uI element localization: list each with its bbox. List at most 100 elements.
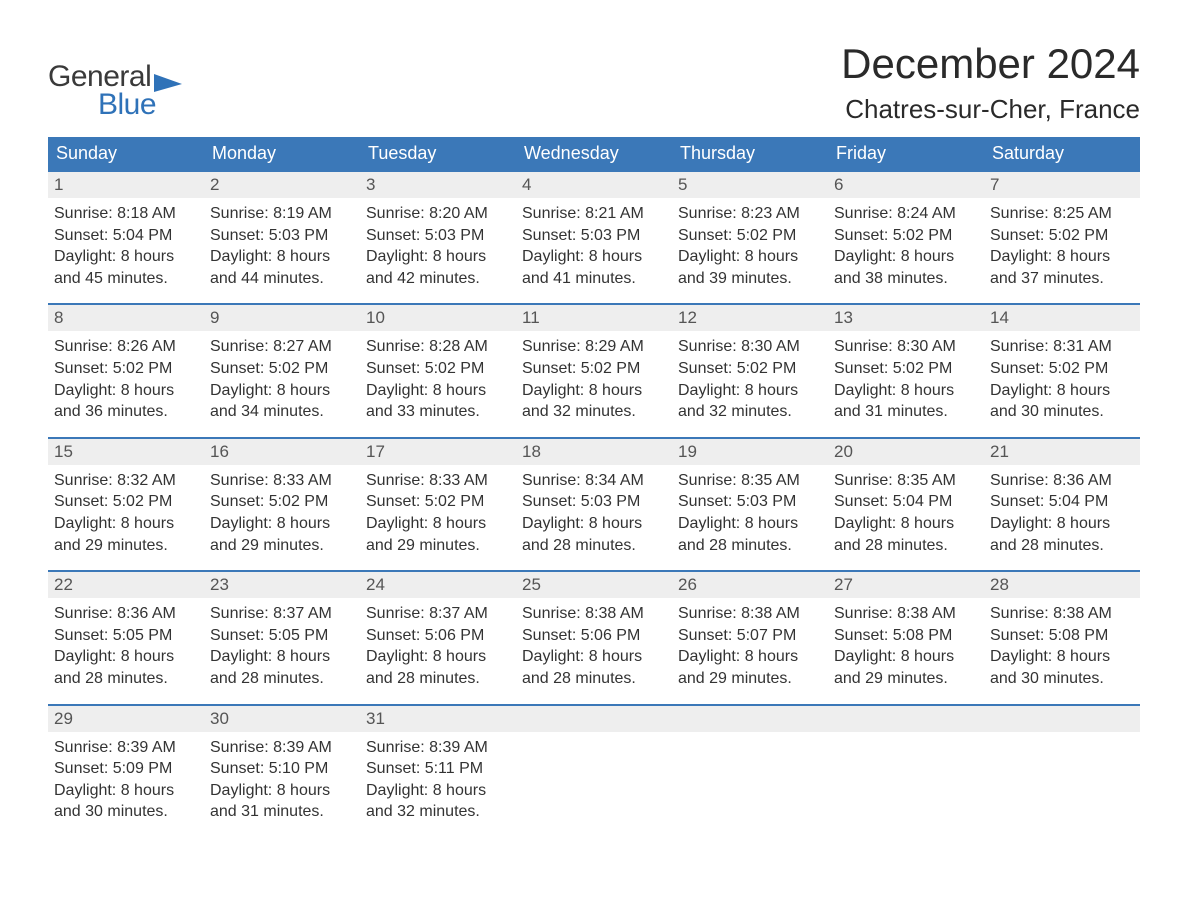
day-details: Sunrise: 8:30 AMSunset: 5:02 PMDaylight:… (828, 331, 984, 422)
day-number: 13 (828, 305, 984, 331)
daylight-line-2: and 36 minutes. (54, 401, 198, 423)
day-number: 19 (672, 439, 828, 465)
daylight-line-2: and 31 minutes. (210, 801, 354, 823)
day-details: Sunrise: 8:32 AMSunset: 5:02 PMDaylight:… (48, 465, 204, 556)
sunset-line: Sunset: 5:08 PM (834, 625, 978, 647)
daylight-line-1: Daylight: 8 hours (366, 780, 510, 802)
daylight-line-2: and 30 minutes. (990, 401, 1134, 423)
daylight-line-2: and 32 minutes. (678, 401, 822, 423)
daylight-line-2: and 37 minutes. (990, 268, 1134, 290)
daylight-line-1: Daylight: 8 hours (834, 380, 978, 402)
day-cell: 7Sunrise: 8:25 AMSunset: 5:02 PMDaylight… (984, 172, 1140, 303)
week-row: 15Sunrise: 8:32 AMSunset: 5:02 PMDayligh… (48, 437, 1140, 570)
day-cell: 13Sunrise: 8:30 AMSunset: 5:02 PMDayligh… (828, 305, 984, 436)
daylight-line-1: Daylight: 8 hours (210, 646, 354, 668)
day-number: 24 (360, 572, 516, 598)
day-number: 5 (672, 172, 828, 198)
sunset-line: Sunset: 5:04 PM (54, 225, 198, 247)
week-row: 8Sunrise: 8:26 AMSunset: 5:02 PMDaylight… (48, 303, 1140, 436)
daylight-line-1: Daylight: 8 hours (834, 646, 978, 668)
day-details: Sunrise: 8:39 AMSunset: 5:09 PMDaylight:… (48, 732, 204, 823)
daylight-line-2: and 28 minutes. (834, 535, 978, 557)
daylight-line-1: Daylight: 8 hours (366, 646, 510, 668)
sunrise-line: Sunrise: 8:30 AM (834, 336, 978, 358)
daylight-line-2: and 29 minutes. (678, 668, 822, 690)
day-number: 12 (672, 305, 828, 331)
sunset-line: Sunset: 5:05 PM (210, 625, 354, 647)
sunset-line: Sunset: 5:02 PM (210, 358, 354, 380)
day-details: Sunrise: 8:18 AMSunset: 5:04 PMDaylight:… (48, 198, 204, 289)
location-subtitle: Chatres-sur-Cher, France (841, 94, 1140, 125)
sunrise-line: Sunrise: 8:28 AM (366, 336, 510, 358)
daylight-line-2: and 29 minutes. (210, 535, 354, 557)
daylight-line-1: Daylight: 8 hours (210, 246, 354, 268)
daylight-line-1: Daylight: 8 hours (834, 246, 978, 268)
flag-icon (154, 74, 182, 84)
day-number (672, 706, 828, 732)
sunset-line: Sunset: 5:02 PM (522, 358, 666, 380)
day-cell: 19Sunrise: 8:35 AMSunset: 5:03 PMDayligh… (672, 439, 828, 570)
day-number: 8 (48, 305, 204, 331)
daylight-line-1: Daylight: 8 hours (678, 646, 822, 668)
sunrise-line: Sunrise: 8:24 AM (834, 203, 978, 225)
day-number: 3 (360, 172, 516, 198)
day-details: Sunrise: 8:39 AMSunset: 5:10 PMDaylight:… (204, 732, 360, 823)
daylight-line-2: and 41 minutes. (522, 268, 666, 290)
daylight-line-1: Daylight: 8 hours (522, 646, 666, 668)
sunset-line: Sunset: 5:02 PM (366, 491, 510, 513)
daylight-line-1: Daylight: 8 hours (678, 513, 822, 535)
sunrise-line: Sunrise: 8:19 AM (210, 203, 354, 225)
day-details: Sunrise: 8:24 AMSunset: 5:02 PMDaylight:… (828, 198, 984, 289)
day-cell: 31Sunrise: 8:39 AMSunset: 5:11 PMDayligh… (360, 706, 516, 837)
day-cell: 10Sunrise: 8:28 AMSunset: 5:02 PMDayligh… (360, 305, 516, 436)
sunrise-line: Sunrise: 8:37 AM (210, 603, 354, 625)
day-cell (516, 706, 672, 837)
daylight-line-2: and 28 minutes. (366, 668, 510, 690)
sunset-line: Sunset: 5:08 PM (990, 625, 1134, 647)
daylight-line-1: Daylight: 8 hours (834, 513, 978, 535)
sunrise-line: Sunrise: 8:34 AM (522, 470, 666, 492)
daylight-line-1: Daylight: 8 hours (210, 513, 354, 535)
sunset-line: Sunset: 5:10 PM (210, 758, 354, 780)
day-details: Sunrise: 8:27 AMSunset: 5:02 PMDaylight:… (204, 331, 360, 422)
sunset-line: Sunset: 5:02 PM (990, 358, 1134, 380)
daylight-line-1: Daylight: 8 hours (210, 780, 354, 802)
daylight-line-2: and 30 minutes. (54, 801, 198, 823)
day-cell: 18Sunrise: 8:34 AMSunset: 5:03 PMDayligh… (516, 439, 672, 570)
daylight-line-2: and 44 minutes. (210, 268, 354, 290)
sunrise-line: Sunrise: 8:20 AM (366, 203, 510, 225)
sunset-line: Sunset: 5:02 PM (834, 358, 978, 380)
sunrise-line: Sunrise: 8:35 AM (834, 470, 978, 492)
day-cell: 8Sunrise: 8:26 AMSunset: 5:02 PMDaylight… (48, 305, 204, 436)
daylight-line-1: Daylight: 8 hours (366, 380, 510, 402)
daylight-line-2: and 38 minutes. (834, 268, 978, 290)
sunrise-line: Sunrise: 8:32 AM (54, 470, 198, 492)
daylight-line-2: and 28 minutes. (522, 535, 666, 557)
weekday-header-row: Sunday Monday Tuesday Wednesday Thursday… (48, 137, 1140, 172)
day-number: 31 (360, 706, 516, 732)
day-number: 11 (516, 305, 672, 331)
day-details: Sunrise: 8:23 AMSunset: 5:02 PMDaylight:… (672, 198, 828, 289)
daylight-line-2: and 30 minutes. (990, 668, 1134, 690)
day-number: 20 (828, 439, 984, 465)
day-cell: 2Sunrise: 8:19 AMSunset: 5:03 PMDaylight… (204, 172, 360, 303)
day-number: 25 (516, 572, 672, 598)
day-details: Sunrise: 8:19 AMSunset: 5:03 PMDaylight:… (204, 198, 360, 289)
day-number: 18 (516, 439, 672, 465)
daylight-line-2: and 31 minutes. (834, 401, 978, 423)
sunset-line: Sunset: 5:04 PM (834, 491, 978, 513)
sunrise-line: Sunrise: 8:18 AM (54, 203, 198, 225)
daylight-line-1: Daylight: 8 hours (54, 780, 198, 802)
weekday-header: Friday (828, 137, 984, 172)
day-cell: 28Sunrise: 8:38 AMSunset: 5:08 PMDayligh… (984, 572, 1140, 703)
sunrise-line: Sunrise: 8:33 AM (210, 470, 354, 492)
sunset-line: Sunset: 5:03 PM (210, 225, 354, 247)
daylight-line-1: Daylight: 8 hours (522, 380, 666, 402)
day-cell (828, 706, 984, 837)
sunrise-line: Sunrise: 8:26 AM (54, 336, 198, 358)
daylight-line-1: Daylight: 8 hours (366, 246, 510, 268)
day-cell: 12Sunrise: 8:30 AMSunset: 5:02 PMDayligh… (672, 305, 828, 436)
daylight-line-2: and 28 minutes. (990, 535, 1134, 557)
brand-text-blue: Blue (98, 88, 182, 122)
daylight-line-2: and 29 minutes. (366, 535, 510, 557)
